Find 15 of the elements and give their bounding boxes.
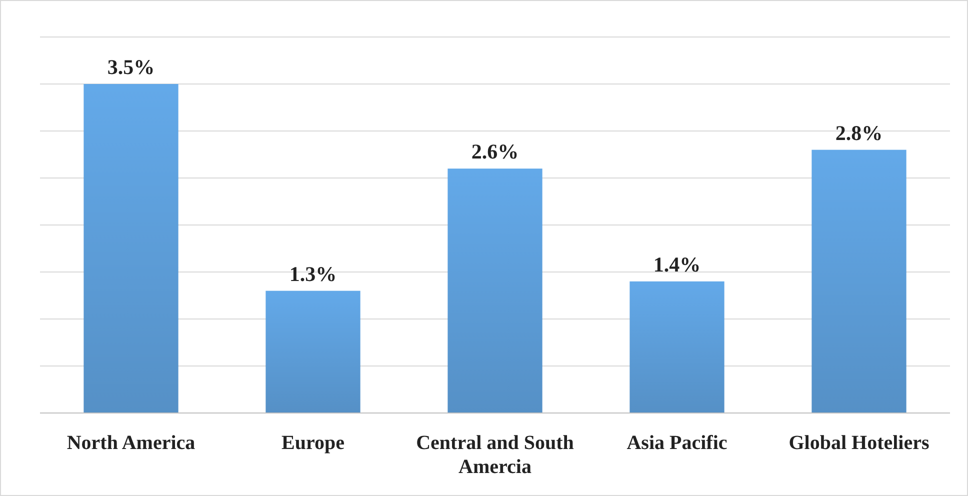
data-label: 3.5%: [107, 55, 155, 79]
bar: [812, 150, 906, 413]
x-tick-label: Central and South Amercia: [416, 432, 574, 478]
data-label: 2.6%: [471, 140, 519, 164]
data-label: 1.4%: [653, 252, 701, 276]
x-tick-label: Asia Pacific: [626, 432, 728, 454]
bar: [266, 290, 360, 413]
x-tick-label: North America: [66, 432, 196, 454]
bar: [84, 84, 178, 413]
x-tick-label: Global Hoteliers: [788, 432, 930, 454]
x-tick-label: Europe: [282, 432, 345, 454]
bar: [630, 281, 724, 413]
data-label: 2.8%: [835, 120, 883, 145]
data-label: 1.3%: [289, 262, 337, 286]
bar: [448, 168, 542, 413]
